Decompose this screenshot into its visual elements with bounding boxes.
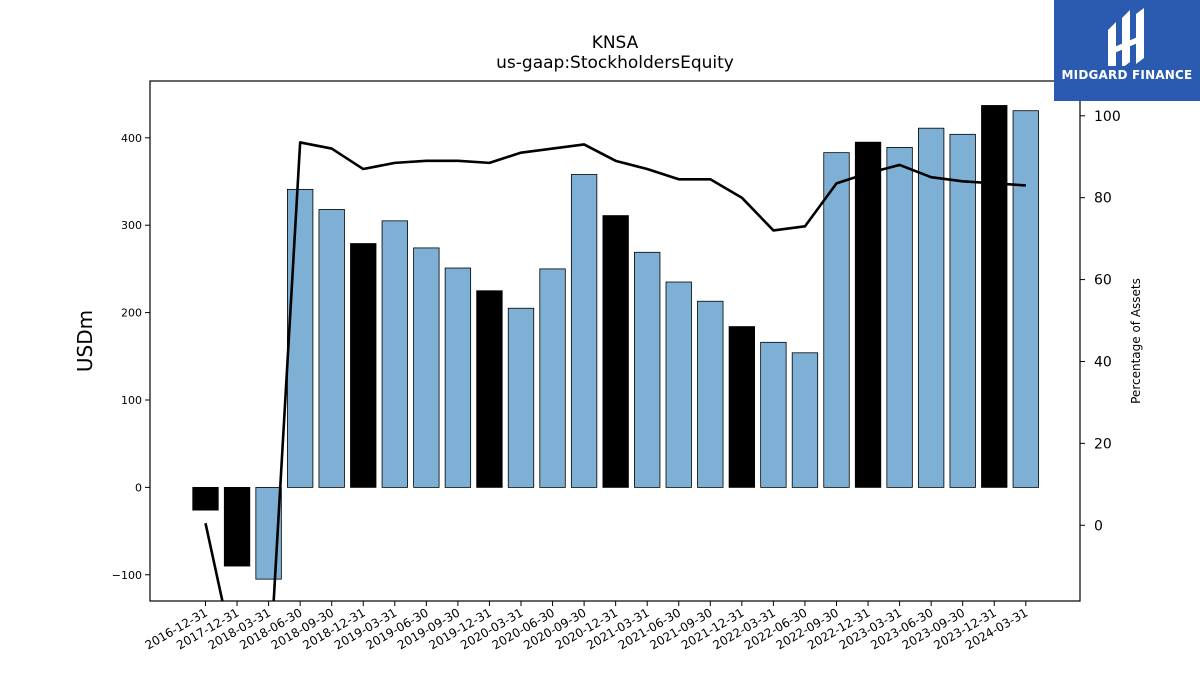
y2-tick-label: 0	[1094, 518, 1103, 534]
bar-2023-06-30	[918, 127, 945, 488]
bar-2021-06-30	[665, 281, 692, 488]
bar-2022-09-30	[823, 152, 850, 488]
y-tick-label: 0	[135, 481, 142, 494]
y-tick-label: −100	[112, 569, 142, 582]
bar-2023-12-31	[981, 105, 1008, 488]
percentage-of-assets-line	[204, 141, 1026, 601]
x-axis: 2016-12-312017-12-312018-03-312018-06-30…	[143, 601, 1030, 652]
y-tick-label: 400	[121, 132, 142, 145]
y-axis-label: USDm	[73, 310, 97, 372]
bar-2022-06-30	[791, 352, 819, 488]
line-series	[204, 141, 1026, 601]
chart-title: KNSA	[592, 33, 639, 53]
y2-axis-label: Percentage of Assets	[1129, 278, 1143, 404]
y2-tick-label: 60	[1094, 273, 1112, 289]
y2-tick-label: 40	[1094, 354, 1112, 370]
bar-2021-09-30	[697, 300, 724, 488]
y-tick-label: 300	[121, 219, 142, 232]
logo-text: MIDGARD FINANCE	[1061, 68, 1193, 82]
bar-2019-12-31	[476, 290, 503, 488]
bar-2020-09-30	[570, 174, 598, 488]
bar-2022-03-31	[760, 341, 787, 488]
bar-2018-06-30	[286, 188, 314, 488]
bar-2019-06-30	[413, 247, 440, 488]
y2-tick-label: 80	[1094, 191, 1112, 207]
bar-2019-09-30	[444, 267, 472, 488]
bar-2021-03-31	[634, 251, 661, 488]
brand-logo: MIDGARD FINANCE	[1054, 0, 1200, 101]
bar-2020-06-30	[539, 268, 566, 488]
y2-tick-label: 100	[1094, 109, 1121, 125]
bar-2022-12-31	[854, 141, 882, 488]
plot-frame	[149, 80, 1081, 602]
bar-2017-12-31	[223, 486, 251, 567]
bar-2018-09-30	[318, 209, 345, 488]
bar-2021-12-31	[728, 326, 755, 488]
bar-2023-09-30	[949, 133, 976, 488]
bar-series	[192, 105, 1039, 580]
bar-2023-03-31	[886, 147, 913, 488]
bar-2018-12-31	[350, 243, 377, 488]
bar-2020-03-31	[507, 307, 535, 488]
y2-axis: 0 20 40 60 80 100	[1080, 109, 1121, 534]
chart-subtitle: us-gaap:StockholdersEquity	[496, 53, 734, 73]
y2-tick-label: 20	[1094, 436, 1112, 452]
y-tick-label: 200	[121, 307, 142, 320]
bar-2024-03-31	[1012, 110, 1039, 488]
logo-mark-icon	[1108, 8, 1144, 66]
bar-2019-03-31	[381, 220, 408, 488]
bar-2016-12-31	[192, 486, 219, 511]
y-tick-label: 100	[121, 394, 142, 407]
bar-2020-12-31	[602, 215, 629, 488]
y-axis: −100 0 100 200 300 400	[112, 132, 150, 582]
